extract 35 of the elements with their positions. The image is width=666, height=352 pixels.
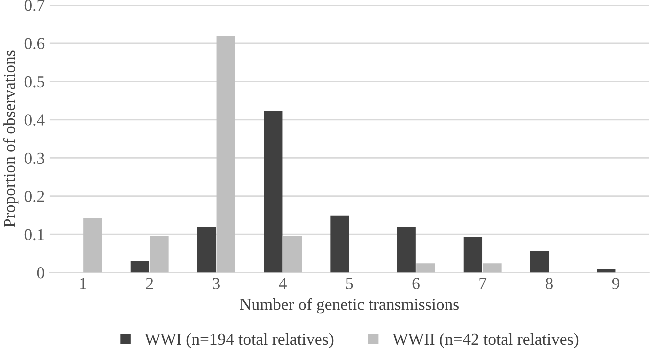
bar — [283, 236, 302, 273]
x-tick-label: 6 — [412, 278, 420, 290]
bar — [130, 260, 150, 273]
x-tick-label: 2 — [146, 278, 154, 290]
bar — [483, 264, 502, 273]
bar — [464, 237, 483, 273]
bar — [216, 36, 236, 273]
y-tick-label: 0.7 — [24, 0, 45, 12]
legend-label: WWI (n=194 total relatives) — [144, 333, 334, 348]
x-tick-label: 5 — [346, 278, 354, 290]
legend-label: WWII (n=42 total relatives) — [392, 333, 579, 348]
y-tick-label: 0.6 — [24, 38, 45, 50]
y-tick-label: 0.1 — [24, 229, 44, 241]
y-tick-label: 0.4 — [24, 114, 45, 126]
bar — [197, 227, 216, 273]
bar — [264, 111, 283, 273]
bar — [84, 218, 102, 273]
bar — [597, 268, 616, 273]
y-tick-label: 0 — [37, 268, 44, 279]
x-axis-title: Number of genetic transmissions — [240, 298, 459, 314]
x-tick-label: 4 — [279, 278, 287, 290]
bar — [416, 264, 436, 273]
y-axis-title: Proportion of observations — [3, 50, 19, 228]
bar — [397, 227, 416, 273]
y-tick-label: 0.5 — [24, 76, 44, 88]
bar — [530, 251, 550, 273]
x-tick-label: 8 — [546, 278, 553, 290]
x-tick-label: 7 — [480, 278, 487, 290]
y-tick-label: 0.3 — [24, 152, 44, 164]
bar — [150, 236, 169, 273]
x-tick-label: 3 — [213, 278, 220, 290]
x-tick-label: 1 — [80, 278, 86, 290]
y-tick-label: 0.2 — [24, 191, 44, 202]
bar — [330, 216, 350, 273]
x-tick-label: 9 — [612, 278, 620, 290]
